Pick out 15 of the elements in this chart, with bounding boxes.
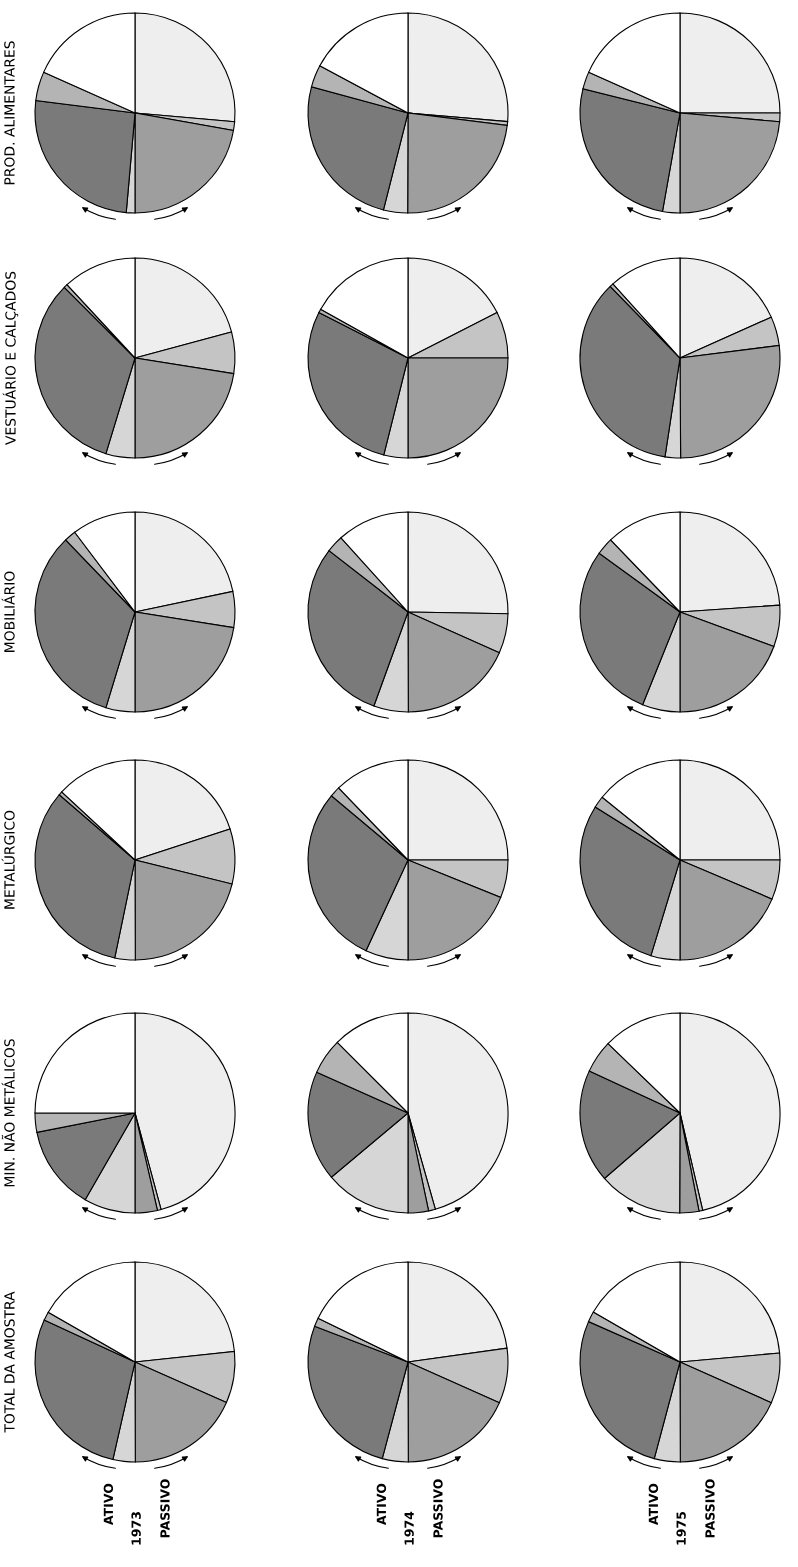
- text: PASSIVO: [160, 1479, 170, 1538]
- text: ATIVO: [103, 1483, 114, 1525]
- text: 1973: [131, 1512, 141, 1545]
- text: PROD. ALIMENTARES: [4, 41, 15, 185]
- text: VESTUÁRIO E CALÇADOS: [2, 271, 19, 445]
- text: PASSIVO: [433, 1479, 443, 1538]
- text: ATIVO: [376, 1483, 387, 1525]
- text: PASSIVO: [705, 1479, 715, 1538]
- text: TOTAL DA AMOSTRA: [4, 1291, 15, 1433]
- text: 1975: [676, 1511, 686, 1545]
- text: 1974: [404, 1511, 414, 1545]
- text: MIN. NÃO METÁLICOS: [1, 1039, 15, 1187]
- text: METALÚRGICO: [1, 810, 15, 909]
- text: MOBILIÁRIO: [1, 571, 15, 652]
- text: ATIVO: [648, 1483, 659, 1525]
